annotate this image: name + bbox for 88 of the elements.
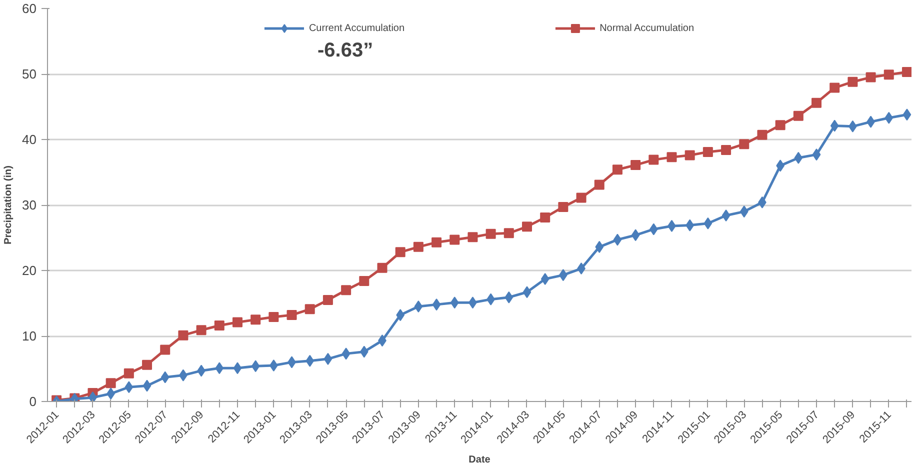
y-axis-title: Precipitation (in) xyxy=(3,166,14,244)
point xyxy=(486,228,496,239)
point xyxy=(630,160,641,170)
point xyxy=(178,330,188,340)
point xyxy=(522,286,532,298)
point xyxy=(830,120,839,132)
y-tick-label: 30 xyxy=(22,198,37,212)
point xyxy=(613,234,622,246)
point xyxy=(232,317,242,328)
point xyxy=(88,392,97,402)
point xyxy=(684,150,695,160)
point xyxy=(721,144,732,155)
point xyxy=(740,206,748,218)
point xyxy=(286,310,297,320)
point xyxy=(142,380,152,392)
point xyxy=(450,234,460,245)
point xyxy=(884,112,894,124)
point xyxy=(793,110,804,121)
point xyxy=(812,98,822,108)
point xyxy=(322,294,333,305)
point xyxy=(268,312,279,322)
point xyxy=(902,67,912,78)
point xyxy=(160,344,170,355)
point xyxy=(666,152,677,162)
point xyxy=(631,229,640,242)
y-tick-label: 40 xyxy=(22,132,37,147)
point xyxy=(414,300,423,313)
point xyxy=(612,164,622,175)
point xyxy=(866,72,876,82)
point xyxy=(342,348,350,360)
y-tick-label: 10 xyxy=(22,328,37,344)
point xyxy=(468,232,478,242)
point xyxy=(304,304,315,314)
y-tick-label: 20 xyxy=(22,263,37,278)
point xyxy=(432,298,441,311)
point xyxy=(649,223,658,236)
point xyxy=(250,314,261,325)
point xyxy=(504,291,514,304)
point xyxy=(251,360,260,372)
x-axis-title: Date xyxy=(468,454,491,466)
point xyxy=(124,381,134,394)
point xyxy=(648,154,659,165)
point xyxy=(540,212,550,222)
point xyxy=(324,352,332,365)
point xyxy=(558,202,568,212)
point xyxy=(306,354,314,367)
point xyxy=(848,76,858,87)
point xyxy=(214,320,224,331)
legend-label: Current Accumulation xyxy=(308,22,405,34)
point xyxy=(142,360,152,370)
point xyxy=(704,217,712,230)
y-tick-label: 60 xyxy=(22,1,37,16)
point xyxy=(595,240,604,253)
point xyxy=(124,368,134,378)
point xyxy=(396,309,405,322)
point xyxy=(884,70,894,80)
point xyxy=(359,276,370,286)
point xyxy=(722,209,730,222)
point xyxy=(775,120,786,130)
point xyxy=(377,262,388,273)
point xyxy=(757,130,768,140)
point xyxy=(576,192,586,203)
point xyxy=(812,148,821,161)
point xyxy=(196,325,206,336)
point xyxy=(504,228,514,238)
point xyxy=(739,139,750,150)
point xyxy=(702,146,713,157)
point xyxy=(233,362,242,374)
point xyxy=(341,285,352,296)
y-tick-label: 50 xyxy=(22,66,37,82)
annotation: -6.63” xyxy=(318,40,374,62)
point xyxy=(830,82,840,93)
point xyxy=(522,222,532,232)
point xyxy=(106,378,116,388)
point xyxy=(395,247,406,258)
legend-label: Normal Accumulation xyxy=(600,22,694,34)
point xyxy=(413,242,424,252)
point xyxy=(160,371,170,384)
point xyxy=(450,296,459,309)
point xyxy=(215,362,224,374)
y-tick-label: 0 xyxy=(29,394,37,409)
point xyxy=(540,273,550,286)
point xyxy=(794,152,803,164)
point xyxy=(686,219,694,232)
point xyxy=(902,108,912,121)
point xyxy=(360,346,368,358)
point xyxy=(594,180,604,190)
point xyxy=(432,237,442,248)
